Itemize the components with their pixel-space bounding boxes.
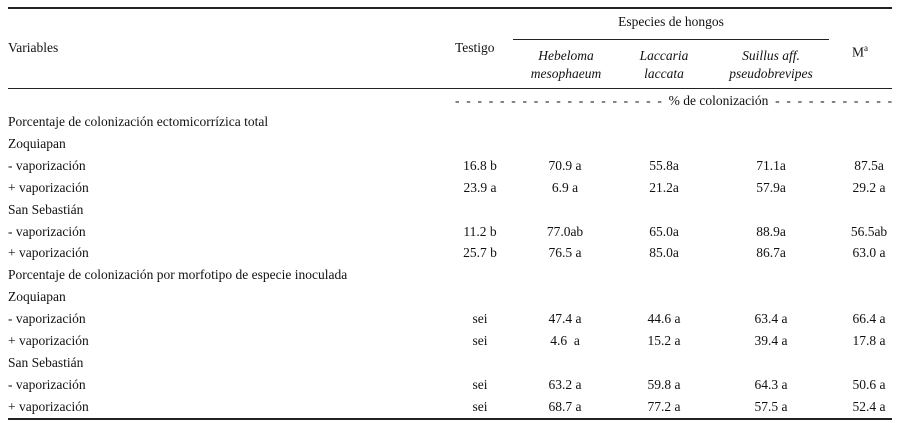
table-cell: 44.6 a [647, 311, 681, 326]
row-label: Zoquiapan [8, 136, 66, 151]
table-cell: 55.8a [649, 158, 679, 173]
row-label: Porcentaje de colonización por morfotipo… [8, 267, 348, 282]
row-label: - vaporización [8, 377, 86, 392]
table-cell: 70.9 a [548, 158, 582, 173]
header-species-suillus-line1: Suillus aff. [742, 48, 800, 63]
header-testigo: Testigo [455, 40, 495, 55]
table-cell: 57.9a [756, 180, 786, 195]
table-cell: 77.2 a [647, 399, 681, 414]
table-cell: 88.9a [756, 224, 786, 239]
table-cell: 71.1a [756, 158, 786, 173]
table-cell: 64.3 a [754, 377, 788, 392]
table-cell: sei [472, 377, 488, 392]
table-cell: 15.2 a [647, 333, 681, 348]
bottom-rule [8, 418, 892, 420]
table-cell: 4.6 a [550, 333, 580, 348]
table-cell: 21.2a [649, 180, 679, 195]
table-cell: 16.8 b [463, 158, 497, 173]
header-m-label: M [852, 44, 865, 60]
row-label: San Sebastián [8, 355, 84, 370]
table-cell: 59.8 a [647, 377, 681, 392]
row-label: San Sebastián [8, 202, 84, 217]
header-species-laccaria-line2: laccata [644, 66, 684, 81]
table-cell: 63.4 a [754, 311, 788, 326]
table-cell: 17.8 a [852, 333, 886, 348]
top-rule [8, 7, 892, 9]
table-cell: sei [472, 333, 488, 348]
table-cell: 63.2 a [548, 377, 582, 392]
row-label: - vaporización [8, 224, 86, 239]
table-cell: sei [472, 311, 488, 326]
unit-row-dashes-left: - - - - - - - - - - - - - - - - - - - [455, 93, 669, 108]
table-cell: 77.0ab [546, 224, 584, 239]
row-label: Zoquiapan [8, 289, 66, 304]
unit-row-dashes-right: - - - - - - - - - - - - - - - - - - - - [775, 93, 892, 108]
table-cell: 52.4 a [852, 399, 886, 414]
table-cell: 63.0 a [852, 245, 886, 260]
row-label: - vaporización [8, 311, 86, 326]
row-label: + vaporización [8, 245, 89, 260]
header-species-hebeloma-line2: mesophaeum [530, 66, 602, 81]
table-cell: 76.5 a [548, 245, 582, 260]
header-species-group: Especies de hongos [618, 14, 724, 29]
header-species-laccaria-line1: Laccaria [639, 48, 689, 63]
row-label: + vaporización [8, 399, 89, 414]
table-cell: sei [472, 399, 488, 414]
row-label: Porcentaje de colonización ectomicorrízi… [8, 114, 269, 129]
header-bottom-rule [8, 88, 892, 89]
row-label: - vaporización [8, 158, 86, 173]
table-cell: 57.5 a [754, 399, 788, 414]
unit-row-label: % de colonización [668, 93, 769, 108]
table-cell: 86.7a [756, 245, 786, 260]
table-cell: 87.5a [854, 158, 884, 173]
species-group-rule [513, 39, 829, 40]
table-cell: 29.2 a [852, 180, 886, 195]
table-cell: 23.9 a [463, 180, 497, 195]
table-cell: 68.7 a [548, 399, 582, 414]
header-species-suillus-line2: pseudobrevipes [729, 66, 813, 81]
table-cell: 47.4 a [548, 311, 582, 326]
table-cell: 85.0a [649, 245, 679, 260]
row-label: + vaporización [8, 180, 89, 195]
table-cell: 66.4 a [852, 311, 886, 326]
table-cell: 11.2 b [463, 224, 497, 239]
table-cell: 39.4 a [754, 333, 788, 348]
table-cell: 56.5ab [850, 224, 888, 239]
header-variables: Variables [8, 40, 59, 55]
table-cell: 50.6 a [852, 377, 886, 392]
header-m-superscript: a [864, 43, 869, 53]
table-cell: 65.0a [649, 224, 679, 239]
header-species-hebeloma-line1: Hebeloma [538, 48, 594, 63]
unit-row: - - - - - - - - - - - - - - - - - - - % … [455, 93, 892, 109]
row-label: + vaporización [8, 333, 89, 348]
table-cell: 6.9 a [551, 180, 579, 195]
header-m: Ma [852, 40, 868, 61]
table-cell: 25.7 b [463, 245, 497, 260]
